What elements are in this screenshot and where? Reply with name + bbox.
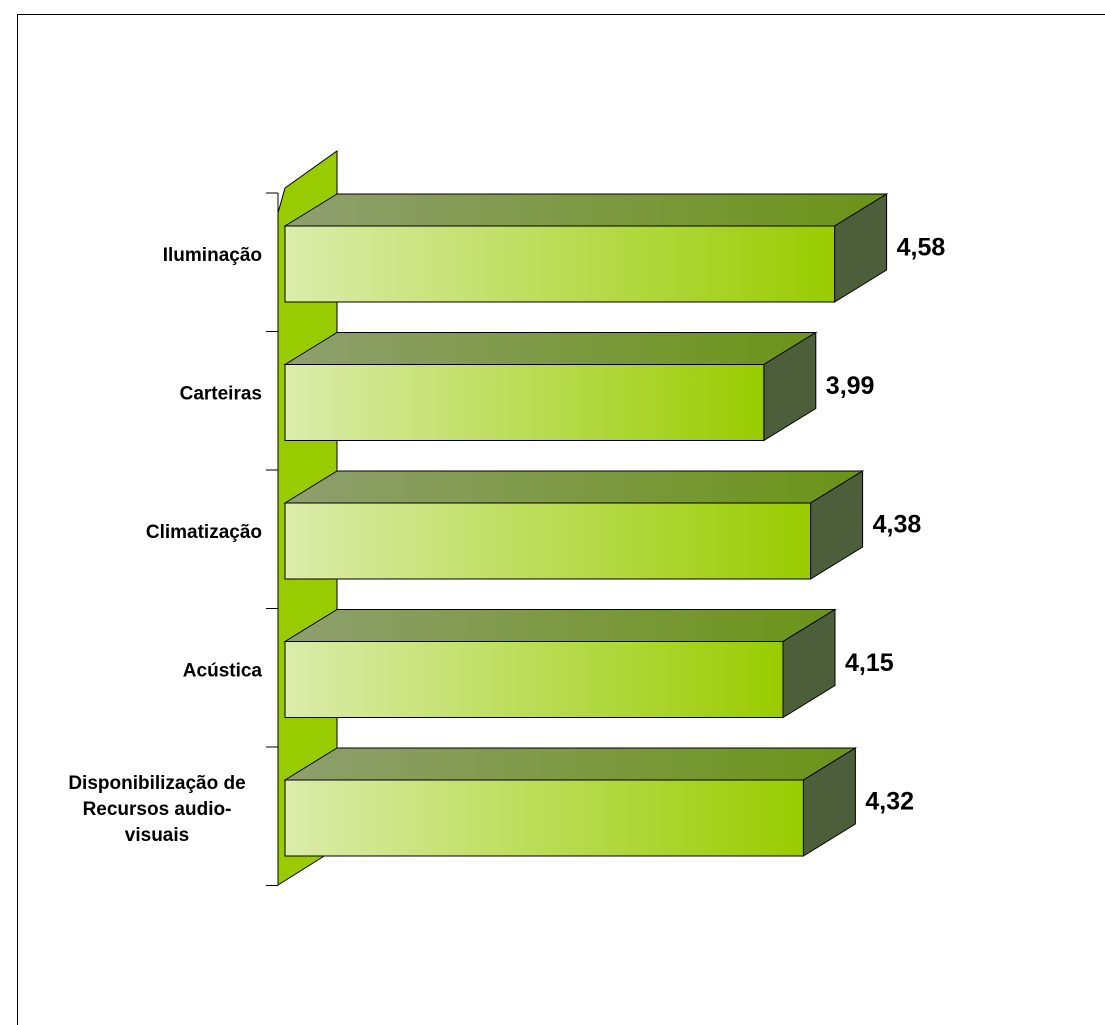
category-label-line: Acústica xyxy=(183,661,263,682)
bar-front-face xyxy=(284,225,836,303)
category-label-line: Climatização xyxy=(146,522,262,543)
bar-top-face xyxy=(283,193,889,227)
category-label: Climatização xyxy=(146,522,262,543)
bar xyxy=(283,608,837,719)
bars xyxy=(283,193,889,857)
bar-top-face xyxy=(283,747,858,781)
data-label: 4,32 xyxy=(865,788,914,816)
data-label: 4,15 xyxy=(845,649,894,677)
bar-front-face xyxy=(284,641,784,718)
category-label: Acústica xyxy=(183,661,263,682)
bar-front-face xyxy=(284,364,765,441)
data-label: 4,38 xyxy=(873,511,922,539)
category-label-line: Recursos audio- xyxy=(83,799,232,820)
bar-top-face xyxy=(283,609,837,642)
category-labels: Iluminação Carteiras Climatização Acústica D… xyxy=(68,245,262,846)
data-label: 4,58 xyxy=(897,234,946,262)
category-label-line: Disponibilização de xyxy=(68,773,245,794)
bar xyxy=(283,470,865,580)
bar-top-face xyxy=(283,332,818,365)
category-label-line: visuais xyxy=(125,825,189,846)
category-label-line: Carteiras xyxy=(180,384,262,405)
category-label: Disponibilização de Recursos audio-visuai… xyxy=(68,773,245,846)
category-label: Iluminação xyxy=(163,245,262,266)
bar-top-face xyxy=(283,470,865,504)
category-axis xyxy=(266,192,279,886)
bar xyxy=(283,747,858,857)
data-label: 3,99 xyxy=(826,372,875,400)
value-labels: 4,58 3,99 4,38 4,15 4,32 xyxy=(826,234,946,816)
bar xyxy=(283,331,818,442)
bar xyxy=(283,193,889,303)
bar-front-face xyxy=(284,502,812,580)
category-label: Carteiras xyxy=(180,384,262,405)
bar-front-face xyxy=(284,779,804,857)
category-label-line: Iluminação xyxy=(163,245,262,266)
chart-frame xyxy=(17,14,1105,1025)
